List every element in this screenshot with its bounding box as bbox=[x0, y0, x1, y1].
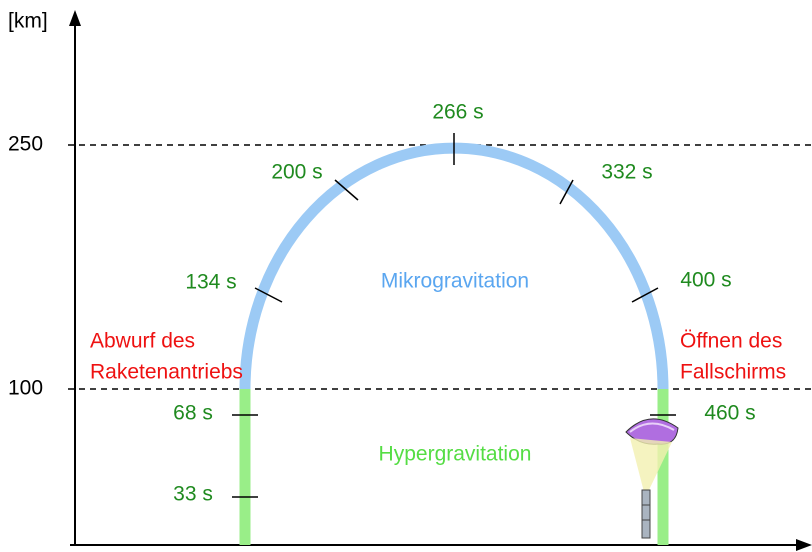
time-label: 33 s bbox=[173, 483, 213, 506]
time-label: 68 s bbox=[173, 402, 213, 425]
unit-label: [km] bbox=[8, 10, 48, 33]
time-label: 332 s bbox=[601, 161, 652, 184]
event-label: Fallschirms bbox=[680, 361, 786, 384]
x-arrow bbox=[796, 539, 812, 551]
time-label: 134 s bbox=[185, 271, 236, 294]
event-label: Öffnen des bbox=[680, 330, 782, 353]
parachute-icon bbox=[625, 418, 679, 539]
y-arrow bbox=[69, 10, 81, 26]
level-label: 250 bbox=[8, 133, 43, 156]
level-label: 100 bbox=[8, 377, 43, 400]
time-label: 460 s bbox=[704, 402, 755, 425]
time-label: 266 s bbox=[432, 101, 483, 124]
phase-label: Mikrogravitation bbox=[381, 270, 529, 293]
time-label: 400 s bbox=[680, 269, 731, 292]
event-label: Raketenantriebs bbox=[90, 361, 243, 384]
ticks bbox=[232, 133, 676, 498]
time-label: 200 s bbox=[271, 161, 322, 184]
trajectory bbox=[239, 142, 669, 390]
phase-label: Hypergravitation bbox=[379, 443, 532, 466]
event-label: Abwurf des bbox=[90, 330, 195, 353]
